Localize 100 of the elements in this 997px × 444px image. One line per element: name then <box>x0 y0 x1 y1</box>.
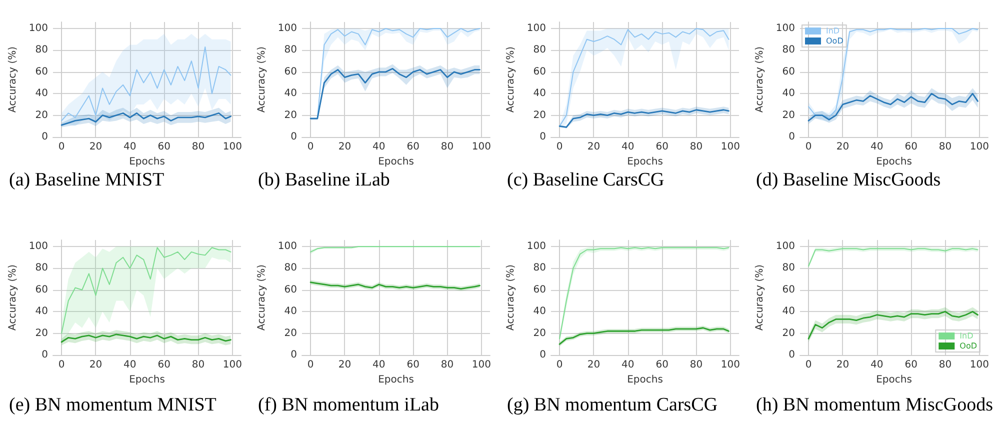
y-tick-label: 100 <box>278 241 297 252</box>
y-tick-label: 40 <box>533 88 546 100</box>
x-tick-label: 80 <box>690 360 703 370</box>
y-tick-label: 20 <box>35 110 48 121</box>
y-tick-label: 20 <box>284 110 297 121</box>
x-tick-label: 0 <box>556 142 563 152</box>
y-tick-label: 80 <box>284 262 297 274</box>
x-axis-title: Epochs <box>129 374 165 386</box>
x-tick-label: 60 <box>656 360 668 370</box>
line-series <box>60 334 232 343</box>
line-series <box>808 310 978 340</box>
x-tick-label: 100 <box>720 360 740 370</box>
x-tick-label: 40 <box>372 360 386 370</box>
y-tick-label: 100 <box>776 23 795 34</box>
x-tick-label: 20 <box>89 142 102 152</box>
text: (e) BN momentum MNIST <box>9 394 217 416</box>
x-tick-label: 60 <box>158 142 170 152</box>
x-axis-title: Epochs <box>876 374 912 386</box>
x-axis-title: Epochs <box>627 374 663 386</box>
x-tick-label: 20 <box>587 360 600 370</box>
legend-label: OoD <box>826 36 844 46</box>
y-tick-label: 60 <box>35 284 48 296</box>
x-tick-label: 20 <box>836 360 850 370</box>
x-tick-label: 80 <box>690 142 703 152</box>
text: OoD <box>960 342 978 350</box>
text: (d) Baseline MiscGoods <box>756 170 941 190</box>
x-tick-label: 80 <box>440 360 454 370</box>
y-tick-label: 100 <box>28 23 48 34</box>
x-axis-title: Epochs <box>129 156 165 168</box>
x-tick-label: 60 <box>656 142 668 152</box>
y-tick-label: 80 <box>782 262 795 274</box>
y-axis-title: Accuracy (%) <box>506 46 517 113</box>
y-tick-label: 20 <box>284 328 297 339</box>
x-tick-label: 20 <box>338 142 352 152</box>
y-tick-label: 80 <box>782 44 795 56</box>
x-tick-label: 20 <box>836 142 850 152</box>
x-tick-label: 80 <box>192 360 205 370</box>
y-tick-label: 100 <box>28 241 48 252</box>
x-tick-label: 40 <box>870 142 884 152</box>
x-tick-label: 40 <box>622 360 634 370</box>
x-tick-label: 40 <box>622 142 634 152</box>
y-axis-title: Accuracy (%) <box>506 264 517 331</box>
y-tick-label: 60 <box>35 66 48 78</box>
x-tick-label: 0 <box>58 360 65 370</box>
y-tick-label: 0 <box>788 350 795 360</box>
y-tick-label: 40 <box>533 306 546 318</box>
y-axis-title: Accuracy (%) <box>8 264 19 331</box>
y-tick-label: 40 <box>35 88 48 100</box>
x-tick-label: 20 <box>587 142 600 152</box>
y-axis-title: Accuracy (%) <box>256 46 268 113</box>
y-axis-title: Accuracy (%) <box>256 264 268 331</box>
y-axis-title: Accuracy (%) <box>754 46 766 113</box>
text: (c) Baseline CarsCG <box>507 170 665 190</box>
x-tick-label: 100 <box>472 142 491 152</box>
x-tick-label: 60 <box>406 360 420 370</box>
x-tick-label: 0 <box>805 360 812 370</box>
y-tick-label: 20 <box>533 328 546 339</box>
x-tick-label: 80 <box>440 142 454 152</box>
x-tick-label: 60 <box>406 142 420 152</box>
text: (h) BN momentum MiscGoods <box>756 394 993 416</box>
x-tick-label: 60 <box>158 360 170 370</box>
y-tick-label: 0 <box>42 132 48 142</box>
y-tick-label: 60 <box>782 284 795 296</box>
text: (g) BN momentum CarsCG <box>507 394 718 416</box>
x-tick-label: 0 <box>805 142 812 152</box>
x-axis-title: Epochs <box>378 156 414 168</box>
y-tick-label: 40 <box>782 306 795 318</box>
x-axis-title: Epochs <box>378 374 414 386</box>
x-tick-label: 100 <box>222 360 242 370</box>
y-tick-label: 60 <box>533 284 546 296</box>
x-tick-label: 0 <box>58 142 65 152</box>
y-tick-label: 100 <box>278 23 297 34</box>
y-tick-label: 100 <box>776 241 795 252</box>
x-tick-label: 40 <box>372 142 386 152</box>
y-tick-label: 40 <box>284 88 297 100</box>
legend-label: InD <box>826 26 840 36</box>
y-tick-label: 0 <box>290 350 297 360</box>
y-tick-label: 60 <box>533 66 546 78</box>
text: (b) Baseline iLab <box>258 170 390 190</box>
x-tick-label: 0 <box>307 360 314 370</box>
x-tick-label: 80 <box>938 360 952 370</box>
x-tick-label: 40 <box>124 142 136 152</box>
y-axis-title: Accuracy (%) <box>754 264 766 331</box>
y-tick-label: 0 <box>42 350 48 360</box>
line-series <box>61 46 232 122</box>
x-tick-label: 0 <box>307 142 314 152</box>
x-axis-title: Epochs <box>627 156 663 168</box>
y-tick-label: 0 <box>540 132 546 142</box>
y-tick-label: 20 <box>782 110 795 121</box>
y-tick-label: 40 <box>284 306 297 318</box>
y-axis-title: Accuracy (%) <box>8 46 19 113</box>
x-tick-label: 100 <box>970 142 989 152</box>
y-tick-label: 0 <box>788 132 795 142</box>
x-tick-label: 60 <box>904 142 918 152</box>
x-tick-label: 40 <box>870 360 884 370</box>
y-tick-label: 40 <box>35 306 48 318</box>
text: InD <box>960 332 974 340</box>
x-tick-label: 100 <box>970 360 989 370</box>
x-axis-title: Epochs <box>876 156 912 168</box>
y-tick-label: 40 <box>782 88 795 100</box>
